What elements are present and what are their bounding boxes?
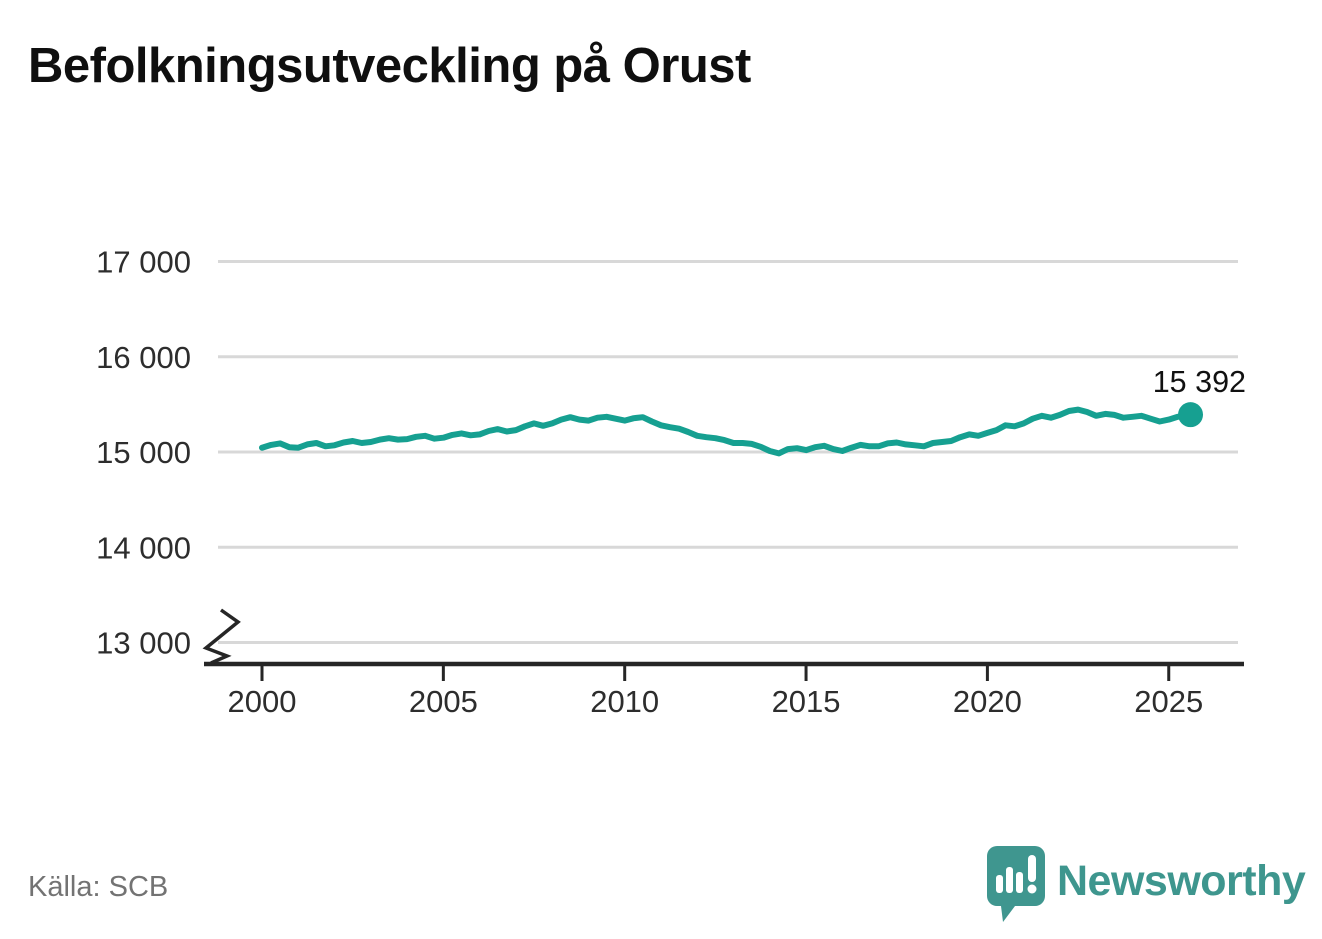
x-axis-label-2020: 2020 [953,684,1022,719]
x-axis-label-2010: 2010 [590,684,659,719]
chart-title: Befolkningsutveckling på Orust [28,39,751,93]
y-axis-label-15000: 15 000 [96,435,191,470]
last-point-marker [1178,402,1204,428]
x-axis-label-2015: 2015 [772,684,841,719]
y-axis-label-16000: 16 000 [96,340,191,375]
population-line-series [259,406,1194,457]
y-axis-label-14000: 14 000 [96,530,191,565]
y-axis-label-17000: 17 000 [96,245,191,280]
last-value-annotation: 15 392 [1153,365,1246,399]
y-axis-label-13000: 13 000 [96,626,191,661]
newsworthy-logo-text: Newsworthy [1057,857,1306,905]
logo-exclamation-dot [1027,884,1037,894]
x-axis-label-2025: 2025 [1134,684,1203,719]
logo-bar-3 [1016,872,1023,893]
y-axis-break-icon [202,608,241,665]
newsworthy-logo-icon [987,846,1045,922]
logo-exclamation-bar [1028,855,1036,882]
source-label: Källa: SCB [28,871,169,903]
newsworthy-logo: Newsworthy [984,843,1306,925]
x-axis-label-2000: 2000 [228,684,297,719]
x-axis-label-2005: 2005 [409,684,478,719]
population-line-chart: 13 000 14 000 15 000 16 000 17 000 2000 2005 20… [96,245,1246,720]
logo-bar-2 [1006,867,1013,893]
logo-bar-1 [996,875,1003,893]
